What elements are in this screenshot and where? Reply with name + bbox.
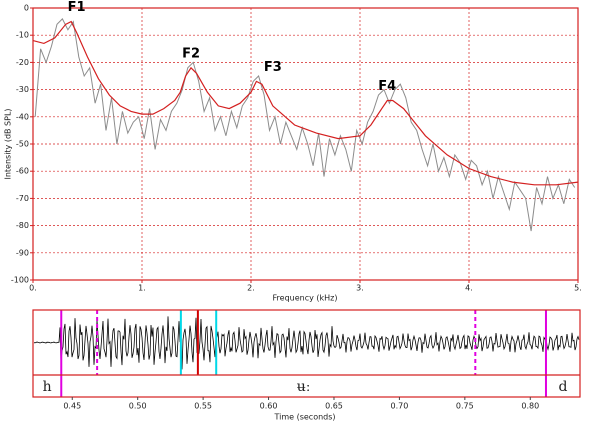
x-tick-label: 0.80 — [521, 402, 539, 411]
x-tick-label: 4. — [465, 284, 473, 293]
x-tick-label: 0. — [29, 284, 37, 293]
segment-label: d — [559, 379, 568, 395]
panel-frame — [32, 309, 581, 398]
x-axis-label: Time (seconds) — [273, 413, 335, 422]
x-tick-label: 0.65 — [325, 402, 343, 411]
x-tick-label: 2. — [247, 284, 255, 293]
y-tick-label: -80 — [16, 221, 29, 230]
x-tick-label: 0.75 — [456, 402, 474, 411]
plot-frame — [32, 7, 579, 281]
y-axis-label: Intensity (dB SPL) — [4, 108, 13, 179]
segment-label: h — [43, 379, 52, 395]
y-tick-label: -70 — [16, 194, 29, 203]
y-tick-label: -10 — [16, 31, 29, 40]
x-tick-label: 0.70 — [391, 402, 409, 411]
annotation: F1 — [68, 0, 86, 15]
x-tick-label: 0.55 — [194, 402, 212, 411]
waveform — [33, 316, 580, 370]
y-tick-label: -90 — [16, 248, 29, 257]
x-tick-label: 1. — [138, 284, 146, 293]
y-tick-label: -40 — [16, 112, 29, 121]
x-axis-label: Frequency (kHz) — [273, 294, 338, 303]
y-tick-label: 0 — [24, 4, 29, 13]
annotation: F2 — [182, 46, 200, 61]
y-tick-label: -30 — [16, 85, 29, 94]
annotation: F3 — [264, 60, 282, 75]
y-tick-label: -20 — [16, 58, 29, 67]
y-tick-label: -60 — [16, 167, 29, 176]
y-tick-label: -100 — [11, 276, 29, 285]
x-tick-label: 0.50 — [129, 402, 147, 411]
x-tick-label: 0.60 — [260, 402, 278, 411]
x-tick-label: 0.45 — [63, 402, 81, 411]
x-tick-label: 5. — [574, 284, 582, 293]
y-tick-label: -50 — [16, 140, 29, 149]
segment-label: ʉː — [297, 379, 311, 395]
annotation: F4 — [378, 79, 396, 94]
series-line — [32, 20, 579, 186]
series-line — [34, 18, 576, 232]
x-tick-label: 3. — [356, 284, 364, 293]
